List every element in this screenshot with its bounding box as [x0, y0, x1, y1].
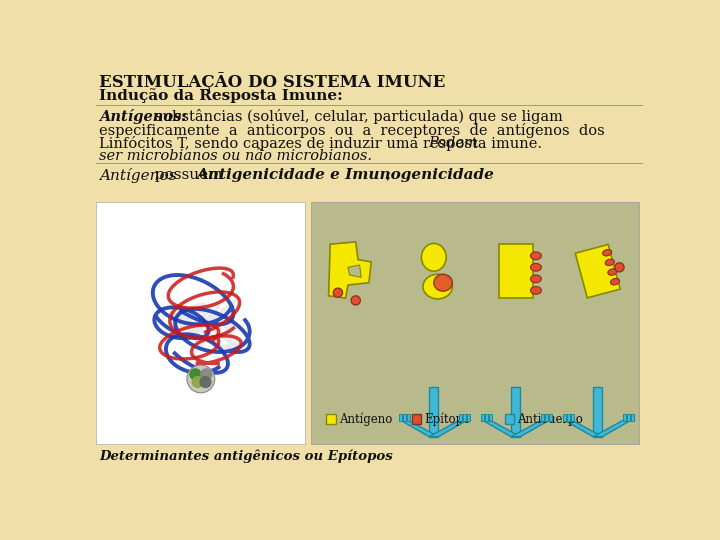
Bar: [326, 414, 336, 423]
Bar: [485, 414, 488, 421]
Text: Indução da Resposta Imune:: Indução da Resposta Imune:: [99, 88, 343, 103]
Bar: [549, 414, 552, 421]
Text: ser microbianos ou não microbianos.: ser microbianos ou não microbianos.: [99, 148, 372, 163]
Polygon shape: [575, 245, 620, 298]
Bar: [570, 414, 574, 421]
Bar: [467, 414, 470, 421]
Text: Antígeno: Antígeno: [339, 412, 392, 426]
Text: Linfócitos T, sendo capazes de induzir uma resposta imune.: Linfócitos T, sendo capazes de induzir u…: [99, 136, 547, 151]
Circle shape: [333, 288, 343, 298]
Bar: [429, 387, 438, 437]
Circle shape: [200, 377, 211, 387]
Ellipse shape: [608, 269, 617, 275]
Polygon shape: [328, 242, 372, 298]
Ellipse shape: [531, 264, 541, 271]
Polygon shape: [482, 420, 521, 437]
Polygon shape: [564, 420, 603, 437]
Polygon shape: [348, 265, 361, 278]
Text: Antígenos:: Antígenos:: [99, 110, 187, 124]
Bar: [567, 414, 570, 421]
Ellipse shape: [531, 287, 541, 294]
Ellipse shape: [531, 252, 541, 260]
Bar: [499, 244, 533, 298]
Ellipse shape: [423, 274, 452, 299]
Polygon shape: [429, 420, 468, 437]
Circle shape: [192, 377, 203, 387]
Ellipse shape: [434, 274, 452, 291]
Bar: [511, 387, 521, 437]
Circle shape: [195, 380, 206, 390]
Polygon shape: [593, 420, 632, 437]
Text: especificamente  a  anticorpos  ou  a  receptores  de  antígenos  dos: especificamente a anticorpos ou a recept…: [99, 123, 605, 138]
Text: Antigenicidade e Imunogenicidade: Antigenicidade e Imunogenicidade: [196, 168, 494, 182]
Bar: [593, 387, 603, 437]
Ellipse shape: [603, 249, 612, 256]
Bar: [402, 414, 406, 421]
Text: Anticuerpo: Anticuerpo: [517, 413, 583, 426]
Bar: [624, 414, 626, 421]
Bar: [481, 414, 484, 421]
Bar: [505, 414, 514, 423]
Ellipse shape: [531, 275, 541, 283]
Ellipse shape: [606, 259, 614, 266]
Ellipse shape: [421, 244, 446, 271]
Circle shape: [190, 369, 201, 380]
Bar: [489, 414, 492, 421]
Bar: [459, 414, 462, 421]
Circle shape: [351, 296, 361, 305]
Text: ESTIMULAÇÃO DO SISTEMA IMUNE: ESTIMULAÇÃO DO SISTEMA IMUNE: [99, 72, 446, 91]
Bar: [399, 414, 402, 421]
Bar: [563, 414, 566, 421]
Circle shape: [201, 369, 212, 380]
Polygon shape: [511, 420, 550, 437]
Text: substâncias (solúvel, celular, particulada) que se ligam: substâncias (solúvel, celular, particula…: [155, 110, 563, 124]
Circle shape: [187, 365, 215, 393]
Bar: [96, 202, 305, 444]
Bar: [311, 202, 639, 444]
Text: Epítope: Epítope: [424, 412, 470, 426]
Ellipse shape: [611, 279, 620, 285]
Text: Podem: Podem: [428, 136, 478, 150]
Bar: [407, 414, 410, 421]
Polygon shape: [400, 420, 438, 437]
Bar: [463, 414, 467, 421]
Bar: [627, 414, 630, 421]
Bar: [541, 414, 544, 421]
Text: Antígenos: Antígenos: [99, 168, 177, 183]
Bar: [545, 414, 549, 421]
Bar: [412, 414, 421, 423]
Circle shape: [615, 262, 624, 272]
Bar: [631, 414, 634, 421]
Text: Determinantes antigênicos ou Epítopos: Determinantes antigênicos ou Epítopos: [99, 450, 393, 463]
Text: ;: ;: [385, 168, 390, 182]
Text: possuem: possuem: [150, 168, 232, 182]
